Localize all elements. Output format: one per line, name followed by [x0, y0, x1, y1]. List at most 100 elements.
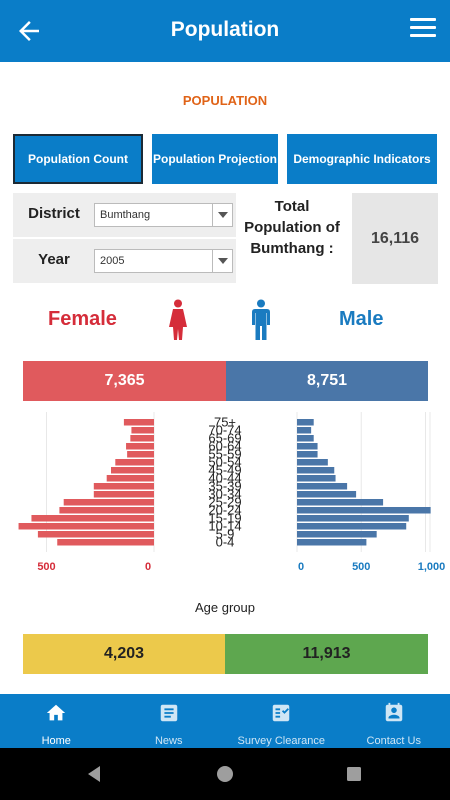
- district-label: District: [28, 205, 80, 222]
- system-recents-icon[interactable]: [344, 764, 364, 784]
- home-icon: [47, 704, 66, 721]
- right-total-bar: 11,913: [225, 634, 428, 674]
- chevron-down-icon[interactable]: [212, 204, 232, 226]
- contact-icon: [385, 702, 402, 722]
- tab-demographic-indicators[interactable]: Demographic Indicators: [287, 134, 437, 184]
- male-label: Male: [339, 308, 384, 330]
- female-bar-15-19: [31, 515, 155, 522]
- female-bar-50-54: [115, 459, 154, 466]
- nav-survey-clearance[interactable]: Survey Clearance: [225, 694, 338, 748]
- male-axis-tick: 0: [298, 561, 304, 573]
- female-bar-75+: [123, 419, 154, 426]
- news-icon: [160, 704, 177, 722]
- year-filter: Year 2005: [13, 239, 236, 283]
- nav-news[interactable]: News: [113, 694, 226, 748]
- female-label: Female: [48, 308, 117, 330]
- male-bar-35-39: [297, 483, 348, 490]
- age-tick-label: 15-19: [208, 511, 241, 526]
- age-tick-label: 25-29: [208, 495, 241, 510]
- male-total-bar: 8,751: [226, 361, 428, 401]
- age-tick-label: 35-39: [208, 479, 241, 494]
- female-total-bar: 7,365: [23, 361, 226, 401]
- female-person-icon: [169, 299, 187, 340]
- total-population-label: Total Population of Bumthang :: [244, 198, 340, 257]
- nav-news-label: News: [154, 735, 183, 747]
- female-bar-60-64: [126, 443, 154, 450]
- female-bar-45-49: [111, 467, 154, 474]
- female-axis-tick: 500: [37, 561, 55, 573]
- age-tick-label: 75+: [214, 415, 236, 430]
- female-bar-70-74: [131, 427, 154, 434]
- female-bar-35-39: [93, 483, 154, 490]
- section-title: POPULATION: [182, 93, 268, 108]
- left-total-bar: 4,203: [23, 634, 225, 674]
- age-tick-label: 20-24: [208, 503, 241, 518]
- male-bar-60-64: [297, 443, 318, 450]
- year-select[interactable]: 2005: [94, 249, 233, 273]
- age-tick-label: 70-74: [208, 423, 241, 438]
- male-bar-20-24: [297, 507, 431, 514]
- hamburger-menu-icon[interactable]: [410, 18, 436, 40]
- app-bar: Population: [0, 0, 450, 62]
- female-bar-30-34: [93, 491, 154, 498]
- year-label: Year: [38, 251, 70, 268]
- male-bar-40-44: [297, 475, 336, 482]
- male-axis-tick: 500: [352, 561, 370, 573]
- female-axis-tick: 0: [145, 561, 151, 573]
- age-tick-label: 65-69: [208, 431, 241, 446]
- tab-population-count[interactable]: Population Count: [13, 134, 143, 184]
- district-filter: District Bumthang: [13, 193, 236, 237]
- female-bar-5-9: [37, 531, 154, 538]
- female-bar-55-59: [127, 451, 154, 458]
- female-bar-25-29: [63, 499, 155, 506]
- system-navigation-bar: [0, 748, 450, 800]
- age-tick-label: 40-44: [208, 471, 241, 486]
- district-select[interactable]: Bumthang: [94, 203, 233, 227]
- male-bar-30-34: [297, 491, 357, 498]
- total-population-value: 16,116: [352, 193, 438, 284]
- survey-clearance-icon: [273, 704, 290, 722]
- male-bar-15-19: [297, 515, 409, 522]
- chevron-down-icon[interactable]: [212, 250, 232, 272]
- female-bar-0-4: [57, 539, 154, 546]
- male-bar-45-49: [297, 467, 335, 474]
- male-axis-tick: 1,000: [418, 561, 446, 573]
- tab-population-projection[interactable]: Population Projection: [152, 134, 278, 184]
- nav-contact-us[interactable]: Contact Us: [338, 694, 450, 748]
- nav-home-label: Home: [41, 735, 71, 747]
- male-bar-5-9: [297, 531, 377, 538]
- nav-survey-clearance-label: Survey Clearance: [237, 735, 325, 747]
- x-axis-title: Age group: [195, 600, 255, 615]
- male-bar-25-29: [297, 499, 384, 506]
- age-tick-label: 30-34: [208, 487, 241, 502]
- female-bar-10-14: [18, 523, 154, 530]
- arrow-left-icon[interactable]: [14, 16, 44, 46]
- population-pyramid-chart: 75+70-7465-6960-6455-5950-5445-4940-4435…: [18, 412, 446, 573]
- age-tick-label: 50-54: [208, 455, 241, 470]
- age-tick-label: 45-49: [208, 463, 241, 478]
- page-title: Population: [170, 18, 280, 41]
- system-back-icon[interactable]: [85, 764, 105, 784]
- male-bar-65-69: [297, 435, 314, 442]
- male-person-icon: [252, 299, 270, 340]
- year-value: 2005: [100, 255, 125, 267]
- system-home-icon[interactable]: [215, 764, 235, 784]
- age-tick-label: 0-4: [216, 535, 235, 550]
- female-bar-20-24: [59, 507, 154, 514]
- male-bar-50-54: [297, 459, 328, 466]
- nav-home[interactable]: Home: [0, 694, 113, 748]
- age-tick-label: 10-14: [208, 519, 241, 534]
- age-tick-label: 5-9: [216, 527, 235, 542]
- female-bar-40-44: [106, 475, 154, 482]
- area-split-bar: 4,203 11,913: [23, 634, 428, 674]
- age-tick-label: 55-59: [208, 447, 241, 462]
- male-bar-70-74: [297, 427, 312, 434]
- district-value: Bumthang: [100, 209, 151, 221]
- gender-split-bar: 7,365 8,751: [23, 361, 428, 401]
- male-bar-55-59: [297, 451, 318, 458]
- male-bar-10-14: [297, 523, 407, 530]
- male-bar-0-4: [297, 539, 367, 546]
- nav-contact-us-label: Contact Us: [366, 735, 421, 747]
- bottom-navigation: Home News Survey Clearance Contact Us: [0, 694, 450, 748]
